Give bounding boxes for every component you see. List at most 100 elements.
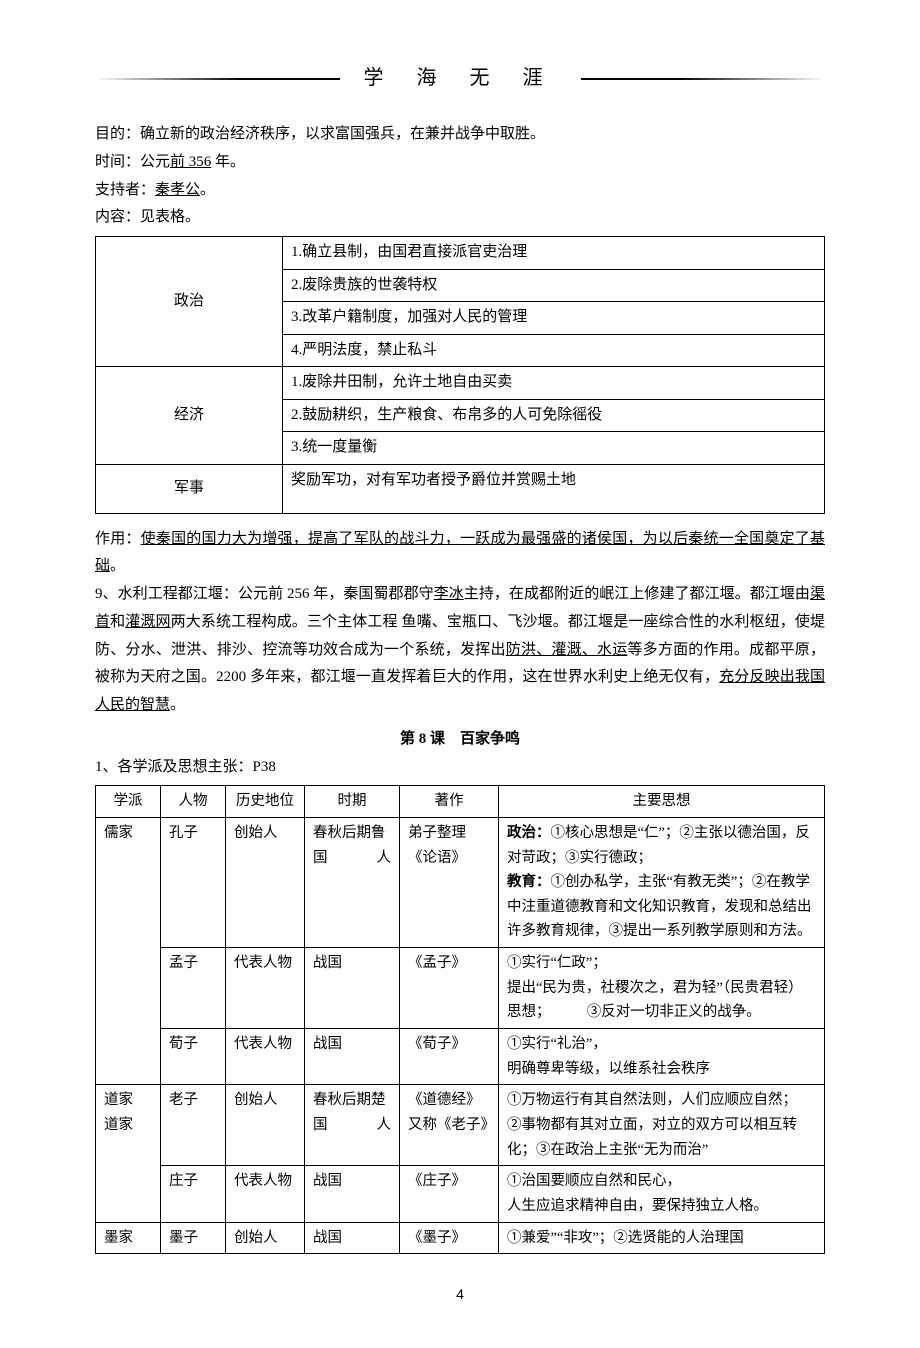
cell-idea: 政治：①核心思想是“仁”；②主张以德治国，反对苛政；③实行德政； 教育：①创办私… <box>499 817 825 947</box>
banner-text: 学 海 无 涯 <box>340 60 581 97</box>
cell-person: 庄子 <box>161 1166 226 1222</box>
schools-table: 学派 人物 历史地位 时期 著作 主要思想 儒家 孔子 创始人 春秋后期鲁国人 … <box>95 785 825 1254</box>
time-label: 时间： <box>95 154 140 170</box>
cell-idea: ①万物运行有其自然法则，人们应顺应自然； ②事物都有其对立面，对立的双方可以相互… <box>499 1085 825 1166</box>
effect-post: 。 <box>110 558 125 574</box>
table-row: 经济 1.废除井田制，允许土地自由买卖 <box>96 367 825 400</box>
dujiangyan-paragraph: 9、水利工程都江堰：公元前 256 年，秦国蜀郡郡守李冰主持，在成都附近的岷江上… <box>95 581 825 720</box>
djy-pre: 9、水利工程都江堰：公元前 256 年，秦国蜀郡郡守 <box>95 586 434 602</box>
purpose-line: 目的：确立新的政治经济秩序，以求富国强兵，在兼并战争中取胜。 <box>95 121 825 149</box>
idea-pol: ①核心思想是“仁”；②主张以德治国，反对苛政；③实行德政； <box>507 825 810 866</box>
col-period: 时期 <box>305 786 400 818</box>
supporter-label: 支持者： <box>95 182 155 198</box>
cell-idea: ①治国要顺应自然和民心， 人生应追求精神自由，要保持独立人格。 <box>499 1166 825 1222</box>
cell-role: 创始人 <box>226 1222 305 1254</box>
reform-cat-military: 军事 <box>96 464 283 513</box>
banner-rule-right <box>581 78 826 80</box>
col-role: 历史地位 <box>226 786 305 818</box>
reform-item: 1.废除井田制，允许土地自由买卖 <box>283 367 825 400</box>
reform-item: 3.统一度量衡 <box>283 432 825 465</box>
table-row: 墨家 墨子 创始人 战国 《墨子》 ①兼爱”“非攻”；②选贤能的人治理国 <box>96 1222 825 1254</box>
time-underline: 前 356 <box>170 154 211 170</box>
cell-work: 《荀子》 <box>400 1029 499 1085</box>
schools-intro: 1、各学派及思想主张：P38 <box>95 754 825 782</box>
page-number: 4 <box>95 1282 825 1308</box>
cell-role: 代表人物 <box>226 1029 305 1085</box>
cell-period: 春秋后期鲁国人 <box>305 817 400 947</box>
cell-idea: ①实行“仁政”； 提出“民为贵，社稷次之，君为轻”（民贵君轻）思想； ③反对一切… <box>499 948 825 1029</box>
reform-cat-economy: 经济 <box>96 367 283 465</box>
djy-m2: 和 <box>110 614 125 630</box>
cell-work: 《孟子》 <box>400 948 499 1029</box>
time-pre: 公元 <box>140 154 170 170</box>
cell-work: 《道德经》又称《老子》 <box>400 1085 499 1166</box>
cell-role: 创始人 <box>226 817 305 947</box>
cell-person: 墨子 <box>161 1222 226 1254</box>
reform-item: 3.改革户籍制度，加强对人民的管理 <box>283 302 825 335</box>
effect-underline: 使秦国的国力大为增强，提高了军队的战斗力，一跃成为最强盛的诸侯国，为以后秦统一全… <box>95 531 825 575</box>
table-header-row: 学派 人物 历史地位 时期 著作 主要思想 <box>96 786 825 818</box>
table-row: 荀子 代表人物 战国 《荀子》 ①实行“礼治”， 明确尊卑等级，以维系社会秩序 <box>96 1029 825 1085</box>
table-row: 庄子 代表人物 战国 《庄子》 ①治国要顺应自然和民心， 人生应追求精神自由，要… <box>96 1166 825 1222</box>
reform-item: 1.确立县制，由国君直接派官吏治理 <box>283 237 825 270</box>
effect-paragraph: 作用：使秦国的国力大为增强，提高了军队的战斗力，一跃成为最强盛的诸侯国，为以后秦… <box>95 526 825 582</box>
cell-role: 创始人 <box>226 1085 305 1166</box>
reform-table: 政治 1.确立县制，由国君直接派官吏治理 2.废除贵族的世袭特权 3.改革户籍制… <box>95 236 825 514</box>
cell-role: 代表人物 <box>226 1166 305 1222</box>
effect-label: 作用： <box>95 531 141 547</box>
cell-school: 墨家 <box>96 1222 161 1254</box>
content-label: 内容：见表格。 <box>95 209 200 225</box>
idea-edu-label: 教育： <box>507 874 551 890</box>
table-row: 军事 奖励军功，对有军功者授予爵位并赏赐土地 <box>96 464 825 513</box>
cell-period: 战国 <box>305 948 400 1029</box>
reform-item: 4.严明法度，禁止私斗 <box>283 334 825 367</box>
header-banner: 学 海 无 涯 <box>95 60 825 97</box>
djy-u4: 防洪、灌溉、水运 <box>506 642 628 658</box>
table-row: 政治 1.确立县制，由国君直接派官吏治理 <box>96 237 825 270</box>
djy-m1: 主持，在成都附近的岷江上修建了都江堰。都江堰由 <box>464 586 810 602</box>
cell-school: 道家 道家 <box>96 1085 161 1222</box>
cell-person: 孔子 <box>161 817 226 947</box>
djy-u1: 李冰 <box>434 586 464 602</box>
cell-role: 代表人物 <box>226 948 305 1029</box>
reform-item: 2.废除贵族的世袭特权 <box>283 269 825 302</box>
cell-school: 儒家 <box>96 817 161 1084</box>
cell-person: 荀子 <box>161 1029 226 1085</box>
cell-work: 弟子整理《论语》 <box>400 817 499 947</box>
cell-person: 孟子 <box>161 948 226 1029</box>
col-work: 著作 <box>400 786 499 818</box>
purpose-text: 确立新的政治经济秩序，以求富国强兵，在兼并战争中取胜。 <box>140 126 545 142</box>
col-person: 人物 <box>161 786 226 818</box>
cell-period: 春秋后期楚国人 <box>305 1085 400 1166</box>
cell-idea: ①兼爱”“非攻”；②选贤能的人治理国 <box>499 1222 825 1254</box>
table-row: 孟子 代表人物 战国 《孟子》 ①实行“仁政”； 提出“民为贵，社稷次之，君为轻… <box>96 948 825 1029</box>
idea-pol-label: 政治： <box>507 825 551 841</box>
djy-u3: 灌溉网 <box>125 614 170 630</box>
table-row: 道家 道家 老子 创始人 春秋后期楚国人 《道德经》又称《老子》 ①万物运行有其… <box>96 1085 825 1166</box>
cell-idea: ①实行“礼治”， 明确尊卑等级，以维系社会秩序 <box>499 1029 825 1085</box>
col-idea: 主要思想 <box>499 786 825 818</box>
cell-period: 战国 <box>305 1029 400 1085</box>
reform-item: 奖励军功，对有军功者授予爵位并赏赐土地 <box>283 464 825 513</box>
lesson8-title: 第 8 课 百家争鸣 <box>95 726 825 754</box>
banner-rule-left <box>95 78 340 80</box>
supporter-post: 。 <box>200 182 215 198</box>
time-post: 年。 <box>211 154 245 170</box>
cell-period: 战国 <box>305 1222 400 1254</box>
reform-item: 2.鼓励耕织，生产粮食、布帛多的人可免除徭役 <box>283 399 825 432</box>
supporter-underline: 秦孝公 <box>155 182 200 198</box>
col-school: 学派 <box>96 786 161 818</box>
djy-post: 。 <box>170 697 185 713</box>
cell-work: 《庄子》 <box>400 1166 499 1222</box>
cell-period: 战国 <box>305 1166 400 1222</box>
time-line: 时间：公元前 356 年。 <box>95 149 825 177</box>
content-label-line: 内容：见表格。 <box>95 204 825 232</box>
document-page: 学 海 无 涯 目的：确立新的政治经济秩序，以求富国强兵，在兼并战争中取胜。 时… <box>0 0 920 1348</box>
cell-work: 《墨子》 <box>400 1222 499 1254</box>
table-row: 儒家 孔子 创始人 春秋后期鲁国人 弟子整理《论语》 政治：①核心思想是“仁”；… <box>96 817 825 947</box>
reform-cat-politics: 政治 <box>96 237 283 367</box>
purpose-label: 目的： <box>95 126 140 142</box>
idea-edu: ①创办私学，主张“有教无类”；②在教学中注重道德教育和文化知识教育，发现和总结出… <box>507 874 812 939</box>
cell-person: 老子 <box>161 1085 226 1166</box>
supporter-line: 支持者：秦孝公。 <box>95 177 825 205</box>
